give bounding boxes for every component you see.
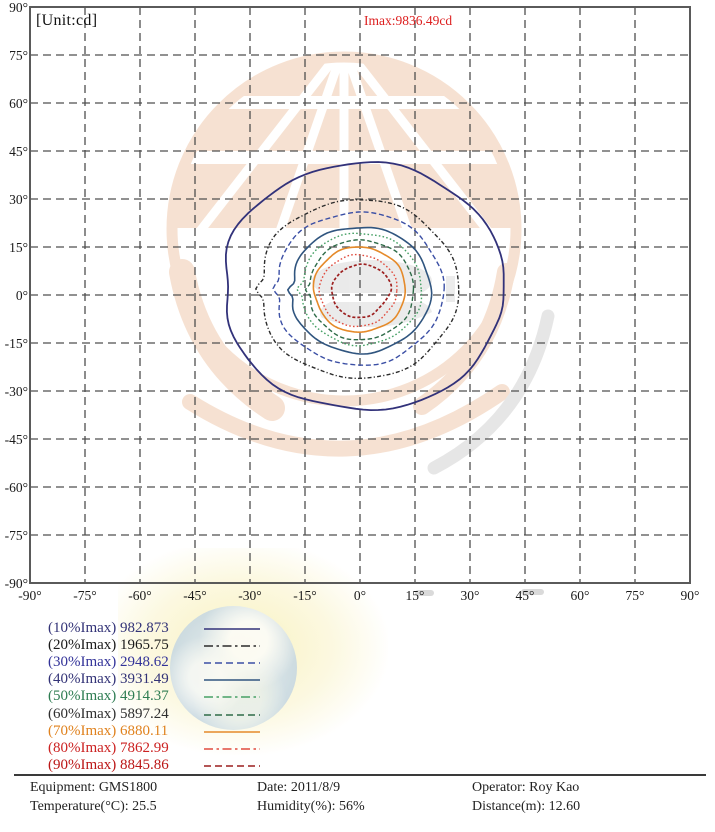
plot-border [29,6,691,584]
legend-line-swatch [204,662,260,664]
legend-label: (70%Imax) 6880.11 [48,722,169,739]
legend-label: (30%Imax) 2948.62 [48,654,169,671]
footer-temperature: Temperature(°C): 25.5 [30,799,157,814]
y-tick-label: 90° [9,0,28,15]
y-tick-label: -15° [4,336,28,351]
legend-line-swatch [204,765,260,767]
x-tick-label: 30° [460,588,480,603]
x-tick-label: -60° [128,588,152,603]
legend-line-swatch [204,713,260,716]
legend-item-70pct: (70%Imax) 6880.11 [0,723,715,740]
contour-10pct [225,161,505,411]
y-tick-label: 75° [9,48,28,63]
contour-30pct [272,211,445,366]
footer-separator [14,774,706,776]
y-tick-label: -30° [4,384,28,399]
legend-item-50pct: (50%Imax) 4914.37 [0,688,715,705]
contours [225,161,505,411]
x-tick-label: 45° [515,588,535,603]
x-tick-label: -90° [18,588,42,603]
x-tick-label: -15° [293,588,317,603]
footer-date: Date: 2011/8/9 [257,780,341,795]
legend-item-40pct: (40%Imax) 3931.49 [0,671,715,688]
legend-item-90pct: (90%Imax) 8845.86 [0,757,715,774]
legend-label: (40%Imax) 3931.49 [48,671,169,688]
legend-label: (10%Imax) 982.873 [48,620,169,636]
legend-line-swatch [204,679,260,681]
legend-item-60pct: (60%Imax) 5897.24 [0,706,715,723]
footer-equipment: Equipment: GMS1800 [30,780,158,795]
y-tick-label: -90° [4,576,28,591]
y-tick-label: 0° [15,288,28,303]
contour-20pct [255,199,460,380]
x-tick-label: -75° [73,588,97,603]
legend-item-30pct: (30%Imax) 2948.62 [0,654,715,671]
contour-70pct [312,246,406,333]
footer-humidity: Humidity(%): 56% [257,799,365,814]
x-tick-label: -45° [183,588,207,603]
legend-item-10pct: (10%Imax) 982.873 [0,620,715,637]
x-tick-label: -30° [238,588,262,603]
legend-line-swatch [204,730,260,733]
grid [30,7,690,583]
y-tick-label: -60° [4,480,28,495]
y-tick-label: 60° [9,96,28,111]
watermark-smudge [521,589,544,595]
legend-line-swatch [204,747,260,750]
y-tick-label: 45° [9,144,28,159]
legend-label: (50%Imax) 4914.37 [48,688,169,705]
legend-item-80pct: (80%Imax) 7862.99 [0,740,715,757]
y-tick-label: -45° [4,432,28,447]
legend-label: (20%Imax) 1965.75 [48,637,169,654]
legend-line-swatch [204,628,260,630]
unit-label: [Unit:cd] [36,12,98,29]
legend-label: (80%Imax) 7862.99 [48,739,169,756]
x-tick-label: 0° [353,588,367,603]
earth-watermark [170,606,297,730]
footer-operator: Operator: Roy Kao [472,780,580,795]
x-tick-label: 15° [405,588,425,603]
legend-line-swatch [204,645,260,647]
legend-line-swatch [204,696,260,699]
y-tick-label: 30° [9,192,28,207]
x-tick-label: 90° [680,588,700,603]
y-tick-label: 15° [9,240,28,255]
contour-80pct [318,253,398,328]
contour-40pct [287,226,433,355]
legend-label: (90%Imax) 8845.86 [48,756,169,773]
x-tick-label: 60° [570,588,590,603]
legend-item-20pct: (20%Imax) 1965.75 [0,637,715,654]
x-tick-label: 75° [625,588,645,603]
globe-logo-watermark [166,51,555,475]
imax-label: Imax:9836.49cd [364,13,453,28]
watermark-smudge [415,590,434,596]
footer-distance: Distance(m): 12.60 [472,799,581,814]
contour-60pct [304,239,415,341]
y-tick-label: -75° [4,528,28,543]
isocandela-plot [29,6,691,584]
legend-label: (60%Imax) 5897.24 [48,705,169,722]
